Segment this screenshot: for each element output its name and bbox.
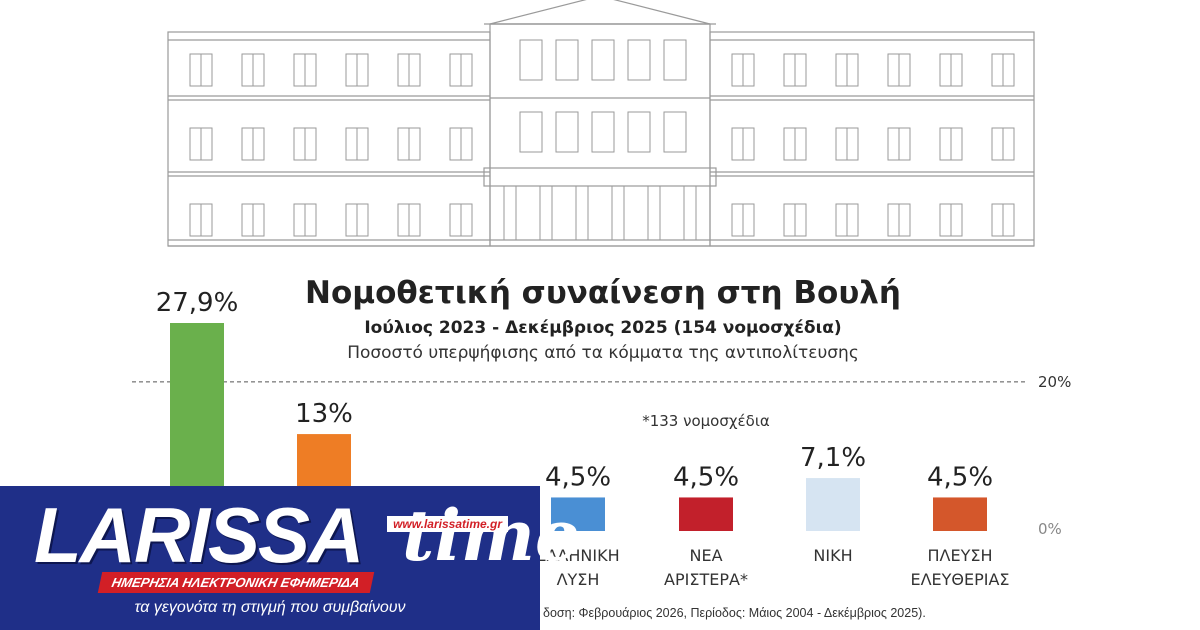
building-window — [663, 39, 687, 81]
bar-value-label: 4,5% — [545, 462, 611, 492]
category-label: ΕΛΕΥΘΕΡΙΑΣ — [910, 570, 1009, 589]
building-window — [627, 39, 651, 81]
building-column — [611, 185, 625, 241]
logo-wordmark: LARISSA — [34, 491, 364, 579]
building-window — [555, 39, 579, 81]
bar-value-label: 13% — [295, 399, 353, 429]
category-label: ΠΛΕΥΣΗ — [928, 546, 993, 565]
chart-subtitle: Ιούλιος 2023 - Δεκέμβριος 2025 (154 νομο… — [364, 318, 841, 338]
bar-value-label: 27,9% — [156, 288, 239, 318]
chart-title: Νομοθετική συναίνεση στη Βουλή — [305, 275, 901, 311]
larissatime-logo: LARISSA time www.larissatime.gr ΗΜΕΡΗΣΙΑ… — [0, 486, 580, 630]
building-window — [519, 111, 543, 153]
logo-url: www.larissatime.gr — [387, 516, 508, 532]
logo-tagline-strip: ΗΜΕΡΗΣΙΑ ΗΛΕΚΤΡΟΝΙΚΗ ΕΦΗΜΕΡΙΔΑ — [97, 572, 374, 593]
building-column — [647, 185, 661, 241]
bar-value-label: 7,1% — [800, 443, 866, 473]
source-note: δοση: Φεβρουάριος 2026, Περίοδος: Μάιος … — [543, 606, 926, 620]
bar — [551, 497, 605, 531]
category-label: ΝΕΑ — [689, 546, 722, 565]
bar-value-label: 4,5% — [927, 462, 993, 492]
bar-value-label: 4,5% — [673, 462, 739, 492]
building-column — [503, 185, 517, 241]
building-window — [591, 111, 615, 153]
bar — [679, 497, 733, 531]
building-window — [627, 111, 651, 153]
category-label: ΕΛΛΗΝΙΚΗ — [536, 546, 619, 565]
logo-wordmark-suffix: time — [402, 494, 580, 577]
building-column — [575, 185, 589, 241]
baseline-label: 0% — [1038, 520, 1062, 538]
building-column — [683, 185, 697, 241]
building-window — [555, 111, 579, 153]
logo-slogan: τα γεγονότα τη στιγμή που συμβαίνουν — [134, 599, 406, 616]
bar — [806, 478, 860, 531]
bar — [933, 497, 987, 531]
chart-description: Ποσοστό υπερψήφισης από τα κόμματα της α… — [347, 343, 859, 363]
building-column — [539, 185, 553, 241]
parliament-illustration — [167, 0, 1035, 247]
chart-annotation: *133 νομοσχέδια — [642, 412, 770, 430]
category-label: ΑΡΙΣΤΕΡΑ* — [664, 570, 748, 589]
category-label: ΛΥΣΗ — [557, 570, 600, 589]
building-window — [663, 111, 687, 153]
building-window — [591, 39, 615, 81]
reference-line-label: 20% — [1038, 373, 1071, 391]
category-label: ΝΙΚΗ — [813, 546, 852, 565]
building-window — [519, 39, 543, 81]
